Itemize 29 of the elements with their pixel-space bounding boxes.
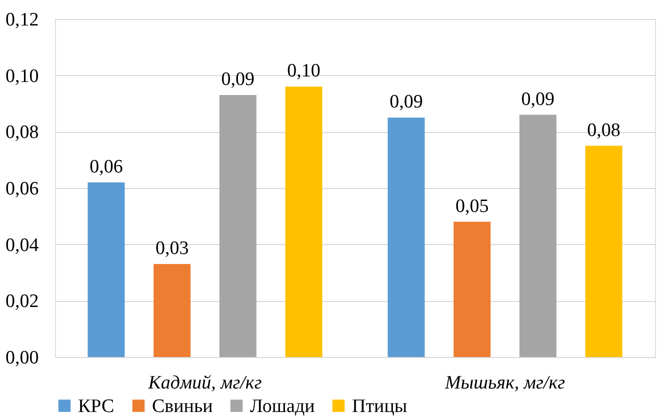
data-label: 0,09 bbox=[221, 69, 255, 90]
y-tick-label: 0,06 bbox=[6, 178, 39, 200]
bar bbox=[388, 118, 425, 357]
x-tick-label: Мышьяк, мг/кг bbox=[444, 372, 566, 394]
x-tick-label: Кадмий, мг/кг bbox=[147, 372, 262, 394]
y-tick-label: 0,08 bbox=[6, 122, 39, 144]
data-label: 0,08 bbox=[587, 120, 620, 141]
y-tick-label: 0,02 bbox=[6, 291, 39, 312]
y-tick-label: 0,10 bbox=[6, 66, 39, 87]
bar bbox=[88, 182, 125, 357]
legend-label: КРС bbox=[78, 396, 114, 417]
data-label: 0,05 bbox=[455, 196, 489, 217]
data-label: 0,09 bbox=[390, 92, 423, 113]
data-label: 0,10 bbox=[287, 60, 320, 82]
y-tick-label: 0,00 bbox=[6, 348, 39, 368]
bar bbox=[219, 95, 256, 357]
bar bbox=[154, 264, 191, 357]
y-tick-label: 0,04 bbox=[6, 234, 40, 256]
data-label: 0,06 bbox=[90, 156, 123, 178]
y-tick-label: 0,12 bbox=[6, 10, 39, 30]
data-label: 0,09 bbox=[521, 88, 555, 110]
bar bbox=[519, 114, 556, 357]
legend-label: Птицы bbox=[352, 396, 408, 417]
bar bbox=[454, 222, 491, 357]
legend-label: Свиньи bbox=[152, 396, 213, 417]
bar bbox=[585, 146, 622, 357]
data-label: 0,03 bbox=[155, 238, 189, 260]
bar bbox=[285, 86, 322, 357]
legend-label: Лошади bbox=[250, 396, 315, 417]
